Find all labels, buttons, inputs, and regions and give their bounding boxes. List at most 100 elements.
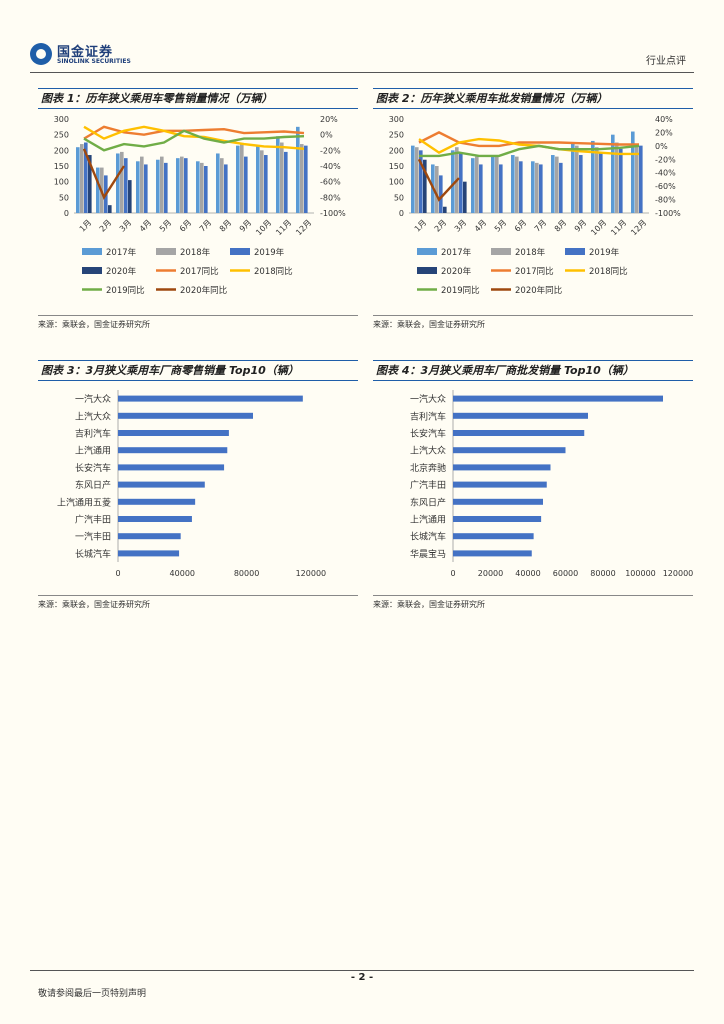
legend-swatch — [156, 248, 176, 255]
x-tick-label: 9月 — [238, 218, 254, 234]
hbar-东风日产 — [453, 498, 543, 505]
bar-2017年 — [96, 167, 100, 213]
retail-sales-chart: 0 50 100 150 200 250 300 -100% -80% -60% -40% -20% 0… — [54, 115, 346, 296]
bar-2019年 — [164, 162, 168, 213]
bar-2018年 — [615, 142, 619, 213]
x-tick-label: 7月 — [533, 218, 549, 234]
logo-chinese-name: 国金证券 — [57, 45, 114, 60]
y2-tick-label: 0% — [655, 142, 668, 151]
legend-swatch — [417, 267, 437, 274]
y-tick-label: 50 — [59, 193, 69, 202]
chart-3-source: 来源：乘联会，国金证券研究所 — [38, 595, 358, 610]
hbar-一汽丰田 — [118, 533, 181, 540]
line-2020年同比 — [82, 148, 126, 200]
panel-chart-1: 图表 1：历年狭义乘用车零售销量情况（万辆） 0 50 100 150 200 250 30… — [38, 88, 358, 329]
panel-chart-4: 图表 4：3月狭义乘用车厂商批发销量 Top10（辆） 一汽大众 吉利汽车 长安汽车… — [373, 360, 693, 609]
bar-2019年 — [144, 164, 148, 213]
legend-label: 2019年 — [254, 247, 285, 258]
bar-2018年 — [240, 144, 244, 213]
x-tick-label: 0 — [450, 569, 455, 578]
bar-2019年 — [519, 161, 523, 213]
category-label: 广汽丰田 — [410, 479, 446, 491]
chart-2-source: 来源：乘联会，国金证券研究所 — [373, 315, 693, 330]
bar-2020年 — [463, 181, 467, 213]
bar-2018年 — [160, 156, 164, 213]
legend-label: 2020年 — [441, 266, 472, 277]
bar-2018年 — [435, 166, 439, 213]
bar-2019年 — [284, 151, 288, 213]
category-label: 长安汽车 — [410, 428, 446, 440]
category-label: 上汽大众 — [410, 445, 446, 457]
disclaimer-link[interactable]: 敬请参阅最后一页特别声明 — [38, 989, 147, 999]
x-tick-label: 120000 — [296, 569, 327, 578]
hbar-上汽大众 — [453, 447, 566, 454]
bar-2018年 — [495, 156, 499, 213]
bar-2018年 — [200, 162, 204, 213]
category-label: 一汽大众 — [75, 393, 111, 405]
bar-2019年 — [499, 164, 503, 213]
bar-2017年 — [216, 153, 220, 213]
company-logo: 国金证券 SINOLINK SECURITIES — [30, 40, 131, 70]
bar-2018年 — [555, 156, 559, 213]
bar-2017年 — [296, 126, 300, 213]
hbar-吉利汽车 — [453, 412, 588, 419]
x-tick-label: 1月 — [78, 218, 94, 234]
hbar-上汽通用 — [118, 447, 228, 454]
bar-2017年 — [256, 145, 260, 213]
y-tick-label: 0 — [64, 209, 69, 218]
line-2018同比 — [418, 137, 639, 156]
hbar-一汽大众 — [118, 395, 303, 402]
y2-tick-label: -80% — [655, 196, 676, 205]
bar-2017年 — [116, 153, 120, 213]
bar-2018年 — [80, 144, 84, 213]
y2-tick-label: -40% — [655, 169, 676, 178]
category-label: 吉利汽车 — [75, 428, 111, 440]
bar-2020年 — [88, 155, 92, 213]
x-tick-label: 10月 — [254, 218, 273, 237]
category-label: 东风日产 — [410, 496, 446, 508]
bar-2018年 — [635, 145, 639, 213]
hbar-一汽大众 — [453, 395, 663, 402]
x-tick-label: 10月 — [589, 218, 608, 237]
hbar-东风日产 — [118, 481, 205, 488]
x-tick-label: 0 — [115, 569, 120, 578]
bar-2019年 — [559, 162, 563, 213]
x-tick-label: 12月 — [629, 218, 648, 237]
bar-2017年 — [176, 158, 180, 213]
y2-tick-label: 40% — [655, 115, 673, 124]
x-tick-label: 60000 — [553, 569, 578, 578]
category-label: 上汽通用 — [410, 514, 446, 526]
bar-2020年 — [128, 180, 132, 213]
legend-label: 2018年 — [515, 247, 546, 258]
x-tick-label: 80000 — [234, 569, 259, 578]
y-tick-label: 100 — [389, 178, 404, 187]
x-tick-label: 11月 — [609, 218, 628, 237]
wholesale-top10-chart: 一汽大众吉利汽车长安汽车上汽大众北京奔驰广汽丰田东风日产上汽通用长城汽车华晨宝马… — [410, 390, 693, 578]
y2-tick-label: -100% — [320, 209, 346, 218]
bar-2017年 — [591, 140, 595, 213]
bar-2017年 — [631, 131, 635, 213]
x-tick-label: 1月 — [413, 218, 429, 234]
legend-label: 2020年同比 — [515, 285, 562, 296]
bar-2018年 — [475, 156, 479, 213]
y-tick-label: 0 — [399, 209, 404, 218]
page-header: 国金证券 SINOLINK SECURITIES 行业点评 — [30, 40, 694, 72]
bar-2017年 — [276, 136, 280, 213]
category-label: 长城汽车 — [75, 548, 111, 560]
chart-4-source: 来源：乘联会，国金证券研究所 — [373, 595, 693, 610]
hbar-北京奔驰 — [453, 464, 551, 471]
x-tick-label: 7月 — [198, 218, 214, 234]
x-tick-label: 8月 — [218, 218, 234, 234]
x-tick-label: 100000 — [625, 569, 656, 578]
legend-label: 2019同比 — [106, 285, 145, 296]
category-label: 一汽丰田 — [75, 531, 111, 543]
y2-tick-label: 20% — [320, 115, 338, 124]
category-label: 东风日产 — [75, 479, 111, 491]
hbar-长城汽车 — [453, 533, 534, 540]
category-label: 上汽通用 — [75, 445, 111, 457]
header-divider — [30, 72, 694, 73]
y2-tick-label: 20% — [655, 128, 673, 137]
legend-label: 2020年 — [106, 266, 137, 277]
line-2020年同比 — [417, 158, 460, 202]
chart-4-title: 图表 4：3月狭义乘用车厂商批发销量 Top10（辆） — [373, 360, 693, 381]
